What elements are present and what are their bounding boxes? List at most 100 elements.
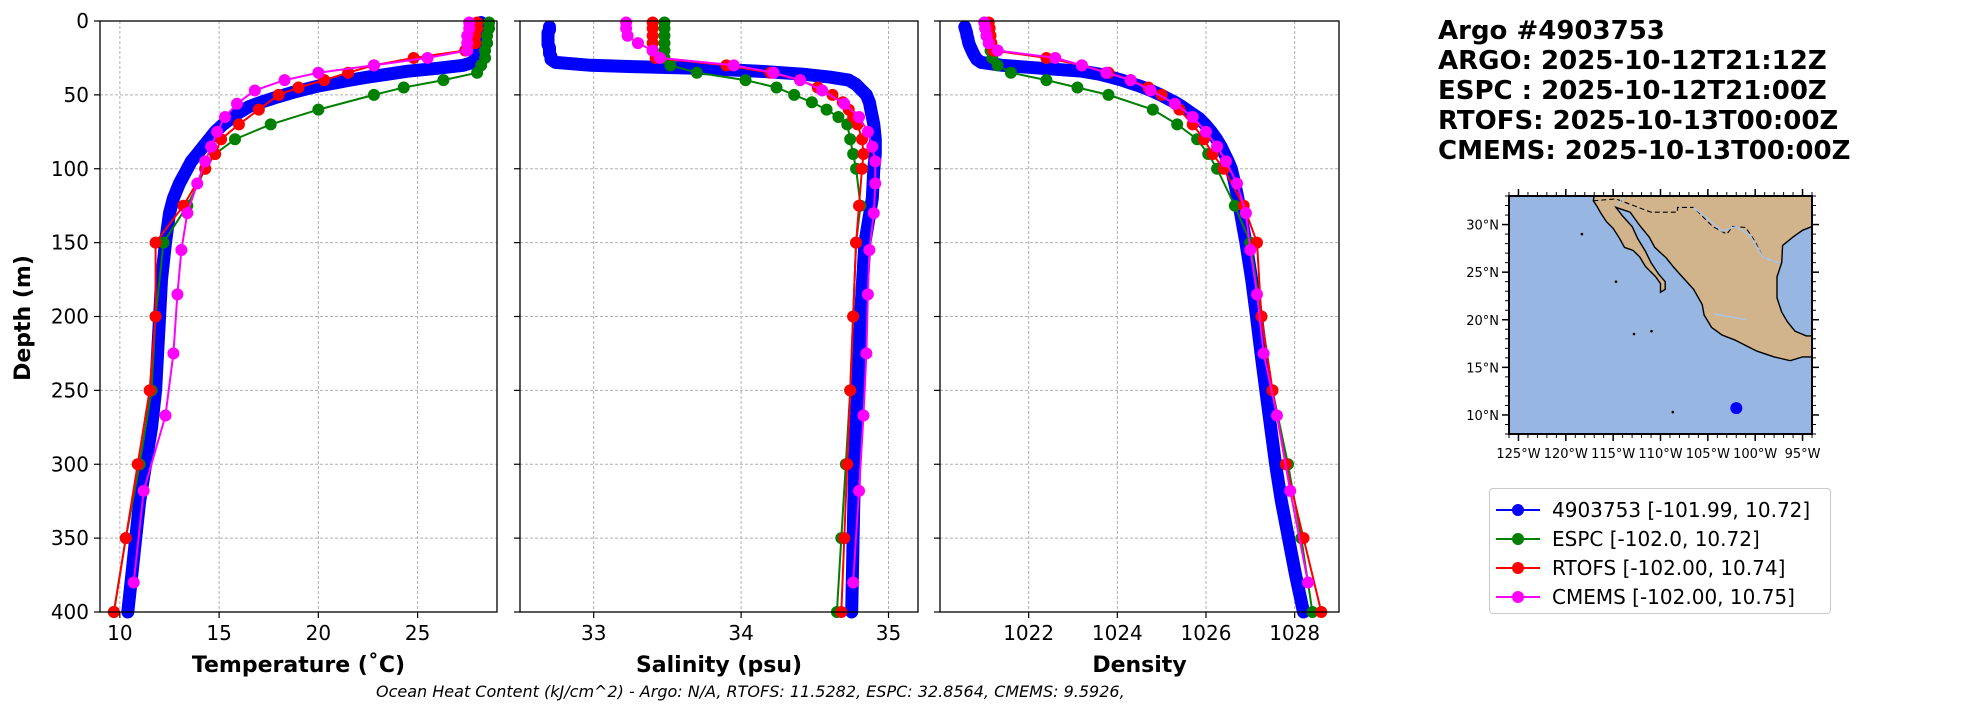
data-point xyxy=(841,458,854,471)
map-river xyxy=(1693,206,1781,265)
y-tick-label: 0 xyxy=(76,9,89,33)
data-point xyxy=(1301,576,1314,589)
map-river xyxy=(1713,313,1746,321)
data-point xyxy=(1200,125,1212,138)
data-point xyxy=(860,347,873,360)
map-lat-label: 15°N xyxy=(1466,361,1499,376)
header-line-argo-id: Argo #4903753 xyxy=(1438,16,1665,46)
y-tick-label: 300 xyxy=(51,452,89,476)
legend-item-rtofs: RTOFS [-102.00, 10.74] xyxy=(1496,553,1830,582)
legend-marker xyxy=(1496,587,1540,607)
x-tick-label: 34 xyxy=(728,621,753,645)
data-point xyxy=(292,81,305,94)
data-point xyxy=(211,125,224,138)
data-point xyxy=(631,37,644,50)
profile-header: Argo #4903753 ARGO: 2025-10-12T21:12Z ES… xyxy=(1438,16,1850,166)
data-point xyxy=(820,103,833,116)
data-point xyxy=(1186,111,1199,124)
data-point xyxy=(137,484,150,497)
data-point xyxy=(131,458,144,471)
data-point xyxy=(1239,207,1252,220)
data-point xyxy=(857,409,870,422)
data-point xyxy=(816,84,829,97)
ocean-heat-content-note: Ocean Heat Content (kJ/cm^2) - Argo: N/A… xyxy=(376,682,1125,701)
data-point xyxy=(248,84,261,97)
data-point xyxy=(690,66,703,79)
x-tick-label: 15 xyxy=(206,621,231,645)
data-point xyxy=(861,125,874,138)
data-point xyxy=(228,133,241,146)
legend: 4903753 [-101.99, 10.72] ESPC [-102.0, 1… xyxy=(1489,488,1831,614)
data-point xyxy=(869,155,882,168)
header-line-argo-time: ARGO: 2025-10-12T21:12Z xyxy=(1438,46,1827,76)
data-point xyxy=(770,81,783,94)
data-point xyxy=(1100,66,1113,79)
series-markers-4903753 xyxy=(121,16,488,619)
data-point xyxy=(367,59,380,72)
data-point xyxy=(175,244,188,257)
data-point xyxy=(181,207,194,220)
data-point xyxy=(171,288,184,301)
data-point xyxy=(1004,66,1017,79)
data-point xyxy=(1284,484,1297,497)
map-lon-label: 105°W xyxy=(1686,447,1730,462)
data-point xyxy=(1244,244,1257,257)
legend-item-cmems: CMEMS [-102.00, 10.75] xyxy=(1496,582,1830,611)
data-point xyxy=(991,59,1004,72)
data-point xyxy=(847,310,860,323)
data-point xyxy=(853,111,866,124)
data-point xyxy=(127,576,140,589)
data-point xyxy=(397,81,410,94)
data-point xyxy=(1071,81,1084,94)
map-lon-label: 110°W xyxy=(1638,447,1682,462)
data-point xyxy=(191,177,204,190)
data-point xyxy=(867,207,880,220)
data-point xyxy=(1075,59,1088,72)
x-tick-label: 33 xyxy=(581,621,606,645)
map-lon-label: 120°W xyxy=(1544,447,1588,462)
legend-dot xyxy=(1512,503,1524,516)
data-point xyxy=(847,147,860,160)
legend-label: RTOFS [-102.00, 10.74] xyxy=(1552,555,1786,580)
data-point xyxy=(367,88,380,101)
x-tick-label: 1024 xyxy=(1092,621,1143,645)
data-point xyxy=(621,29,634,42)
data-point xyxy=(159,409,172,422)
map-lat-label: 30°N xyxy=(1466,219,1499,234)
map-island xyxy=(1580,232,1584,236)
series-line-espc xyxy=(112,22,491,613)
data-point xyxy=(1144,84,1157,97)
map-lon-label: 115°W xyxy=(1591,447,1635,462)
data-point xyxy=(646,44,659,57)
y-axis-label: Depth (m) xyxy=(11,255,36,381)
data-point xyxy=(838,532,851,545)
series-line-cmems xyxy=(625,22,877,583)
legend-dot xyxy=(1512,532,1524,545)
data-point xyxy=(421,51,434,64)
map-lat-label: 20°N xyxy=(1466,314,1499,329)
data-point xyxy=(857,147,870,160)
data-point xyxy=(1231,177,1244,190)
data-point xyxy=(832,111,845,124)
map-lon-label: 100°W xyxy=(1733,447,1777,462)
data-point xyxy=(844,133,857,146)
data-point xyxy=(1124,74,1137,87)
x-tick-label: 1026 xyxy=(1181,621,1232,645)
data-point xyxy=(1040,51,1053,64)
x-axis-label: Density xyxy=(1092,653,1186,678)
data-point xyxy=(167,347,180,360)
data-point xyxy=(767,66,780,79)
data-point xyxy=(727,59,740,72)
header-line-cmems-time: CMEMS: 2025-10-13T00:00Z xyxy=(1438,136,1851,166)
data-point xyxy=(199,155,212,168)
data-point xyxy=(805,96,818,109)
legend-marker xyxy=(1496,529,1540,549)
series-markers-4903753 xyxy=(541,20,882,619)
data-point xyxy=(219,111,232,124)
y-tick-label: 350 xyxy=(51,526,89,550)
header-line-espc-time: ESPC : 2025-10-12T21:00Z xyxy=(1438,76,1827,106)
data-point xyxy=(232,118,245,131)
data-point xyxy=(264,118,277,131)
data-point xyxy=(850,236,863,249)
series-line-4903753 xyxy=(126,22,483,613)
